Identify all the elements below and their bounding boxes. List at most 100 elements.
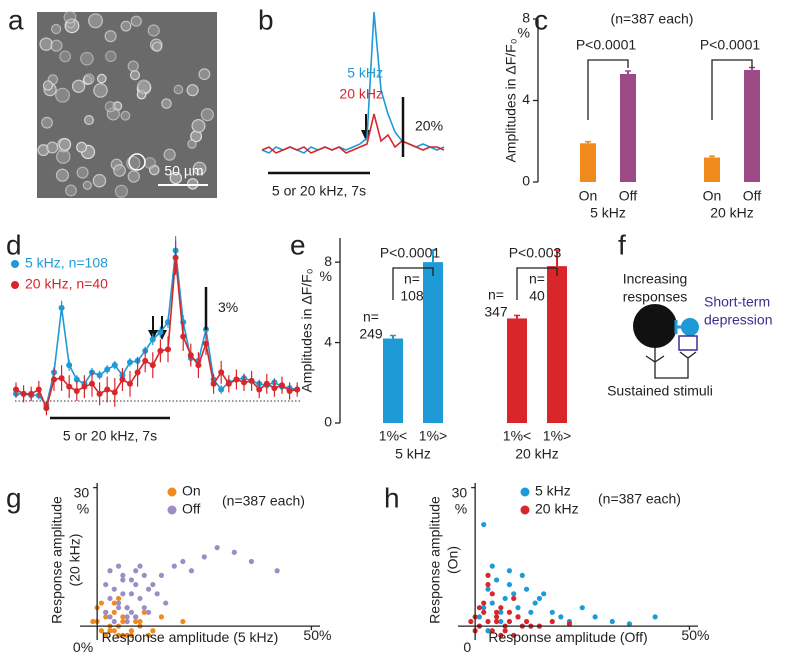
group-label: 20 kHz <box>710 205 754 221</box>
stimulus-label: 5 or 20 kHz, 7s <box>272 183 366 199</box>
point <box>90 618 96 625</box>
marker <box>271 385 278 392</box>
legend-marker <box>167 487 177 497</box>
micrograph <box>37 10 217 198</box>
point <box>652 614 658 620</box>
y-axis-label: (On) <box>445 546 461 574</box>
point <box>137 563 143 569</box>
point <box>528 609 534 615</box>
group-label: 5 kHz <box>590 205 626 221</box>
cell <box>200 108 214 122</box>
marker <box>149 336 156 343</box>
cell <box>113 164 126 177</box>
cell <box>93 83 108 98</box>
point <box>98 600 105 606</box>
marker <box>81 383 88 390</box>
cell <box>58 138 72 151</box>
cell <box>147 24 160 37</box>
legend-label: 20 kHz <box>339 86 383 102</box>
bracket <box>516 267 558 300</box>
point <box>107 614 113 620</box>
stimulus-label: 5 or 20 kHz, 7s <box>63 428 157 444</box>
bracket <box>392 267 434 300</box>
point <box>506 609 513 615</box>
x-tick-label: 0% <box>73 639 93 655</box>
y-axis-label: Amplitudes in ΔF/F₀ <box>299 268 315 392</box>
point <box>558 614 564 620</box>
cell <box>198 68 211 81</box>
point <box>476 605 483 611</box>
x-tick-label: On <box>703 188 722 204</box>
point <box>111 600 117 606</box>
cell <box>50 23 62 35</box>
bar <box>507 318 527 423</box>
group-label: 5 kHz <box>395 446 431 462</box>
bar <box>423 262 443 423</box>
point <box>171 563 177 569</box>
n-label: n= <box>363 309 379 325</box>
group-label: 20 kHz <box>515 446 559 462</box>
point <box>609 618 615 625</box>
point <box>592 614 598 620</box>
neuron <box>681 318 699 336</box>
point <box>107 628 113 634</box>
point <box>626 621 633 627</box>
marker <box>43 405 50 412</box>
point <box>145 632 152 638</box>
y-axis-label: (20 kHz) <box>67 534 83 587</box>
x-tick-label: 1%> <box>543 428 571 444</box>
cell <box>191 119 206 133</box>
marker <box>104 366 111 373</box>
x-axis-label: Response amplitude (5 kHz) <box>102 629 279 645</box>
point <box>137 618 143 625</box>
cell <box>63 10 77 24</box>
point <box>158 572 165 578</box>
marker <box>233 376 240 383</box>
point <box>489 591 495 597</box>
point <box>128 609 135 615</box>
marker <box>195 362 202 369</box>
marker <box>248 377 255 384</box>
legend-marker <box>11 281 19 289</box>
marker <box>149 362 156 369</box>
point <box>133 614 139 620</box>
n-label: n= <box>488 287 504 303</box>
panel-label: e <box>290 229 306 260</box>
point <box>549 609 555 615</box>
bar <box>744 69 760 182</box>
cell <box>83 115 94 126</box>
point <box>566 621 573 627</box>
n-label: 347 <box>484 304 508 320</box>
x-tick-label: Off <box>619 188 638 204</box>
point <box>107 568 113 574</box>
cell <box>41 116 53 129</box>
point <box>150 628 156 634</box>
point <box>128 591 135 597</box>
point <box>115 595 122 602</box>
point <box>481 605 487 611</box>
marker <box>127 359 133 366</box>
cell <box>144 157 156 169</box>
cell <box>92 173 107 188</box>
point <box>141 609 147 615</box>
point <box>489 563 495 569</box>
point <box>485 572 491 578</box>
point <box>549 618 555 625</box>
bracket <box>587 59 629 120</box>
point <box>141 572 147 578</box>
p-value: P<0.003 <box>509 245 562 261</box>
neuron <box>633 304 677 348</box>
point <box>498 605 504 611</box>
diagram-label: depression <box>704 312 773 328</box>
panel-label: c <box>534 4 548 35</box>
cell <box>161 98 172 109</box>
point <box>481 521 487 528</box>
point <box>214 545 220 551</box>
y-unit: % <box>518 25 530 41</box>
marker <box>111 389 118 396</box>
point <box>133 618 139 625</box>
legend-label: 20 kHz <box>535 501 579 517</box>
cell <box>129 70 141 81</box>
point <box>145 586 152 592</box>
point <box>150 581 156 588</box>
